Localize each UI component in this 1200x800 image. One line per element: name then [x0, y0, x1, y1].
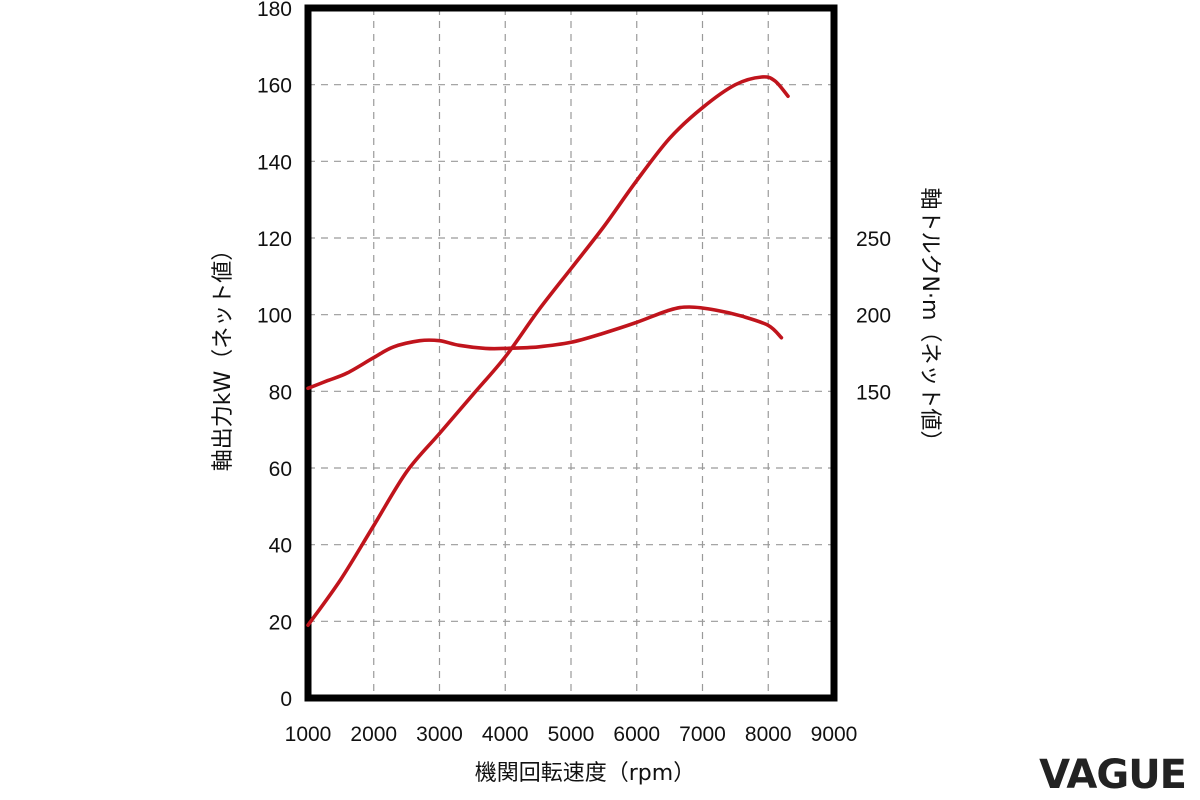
- y-left-tick-label: 100: [257, 305, 292, 328]
- y-left-tick-label: 160: [257, 75, 292, 98]
- y-left-tick-label: 0: [280, 688, 292, 711]
- x-tick-label: 5000: [548, 723, 595, 746]
- x-tick-label: 8000: [745, 723, 792, 746]
- x-tick-label: 7000: [679, 723, 726, 746]
- y-left-tick-label: 40: [269, 535, 292, 558]
- torque-curve: [306, 305, 784, 391]
- x-tick-label: 1000: [285, 723, 332, 746]
- x-tick-label: 3000: [416, 723, 463, 746]
- y-left-axis-title: 軸出力kW（ネット値）: [211, 239, 236, 472]
- series-lines: [306, 75, 790, 627]
- y-left-tick-label: 80: [269, 381, 292, 404]
- x-tick-label: 6000: [613, 723, 660, 746]
- y-right-tick-labels: 150 200 250: [856, 228, 891, 404]
- plot-frame: [304, 4, 838, 702]
- y-right-tick-label: 150: [856, 381, 891, 404]
- y-right-tick-label: 250: [856, 228, 891, 251]
- x-tick-label: 2000: [350, 723, 397, 746]
- y-left-tick-label: 180: [257, 0, 292, 21]
- watermark-logo: VAGUE: [1039, 752, 1186, 798]
- y-right-axis-title: 軸トルクN·m（ネット値）: [917, 188, 942, 453]
- y-left-tick-label: 20: [269, 611, 292, 634]
- y-left-tick-label: 140: [257, 151, 292, 174]
- power-curve: [306, 75, 790, 627]
- y-left-tick-labels: 0 20 40 60 80 100 120 140 160 180: [257, 0, 292, 711]
- x-axis-title: 機関回転速度（rpm）: [475, 761, 695, 786]
- x-tick-labels: 1000 2000 3000 4000 5000 6000 7000 8000 9000: [285, 723, 858, 746]
- x-tick-label: 9000: [811, 723, 858, 746]
- y-left-tick-label: 120: [257, 228, 292, 251]
- grid-lines: [308, 8, 834, 698]
- y-left-tick-label: 60: [269, 458, 292, 481]
- y-right-tick-label: 200: [856, 305, 891, 328]
- x-tick-label: 4000: [482, 723, 529, 746]
